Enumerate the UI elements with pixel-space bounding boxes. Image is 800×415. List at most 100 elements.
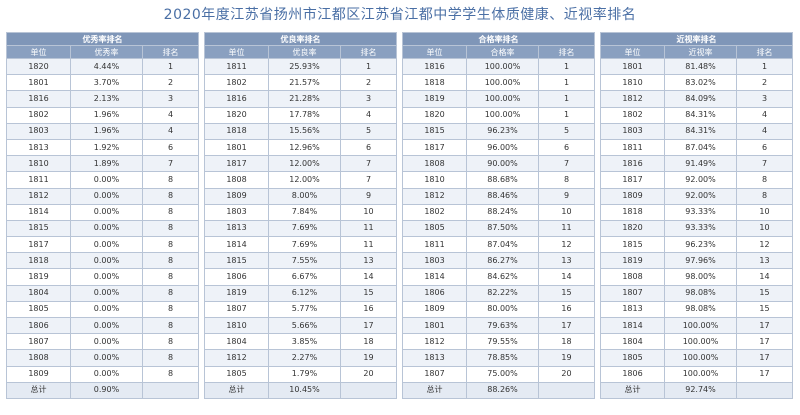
table-cell: 1818: [402, 74, 467, 92]
table-cell: 0.00%: [70, 236, 143, 254]
table-cell: 1812: [6, 187, 71, 205]
table-cell: 86.27%: [466, 252, 539, 270]
table-cell: 1806: [204, 268, 269, 286]
table-row: 1813 98.08% 15: [600, 300, 794, 319]
table-cell: 100.00%: [664, 349, 737, 367]
table-cell: 3: [735, 90, 794, 108]
table-cell: 1817: [600, 171, 665, 189]
table-cell: 1810: [204, 316, 269, 335]
table-row: 1807 98.08% 15: [600, 284, 794, 302]
table-cell: 0.00%: [70, 268, 143, 286]
table-cell: 1805: [402, 219, 467, 238]
table-row: 1804 0.00% 8: [6, 284, 200, 302]
table-row: 1813 78.85% 19: [402, 349, 596, 367]
table-cell: 96.23%: [466, 122, 539, 140]
table-cell: 96.23%: [664, 236, 737, 254]
table-cell: 8: [141, 349, 200, 367]
table-cell: 10: [537, 203, 596, 221]
column-header: 排名: [735, 45, 794, 59]
table-cell: 1814: [600, 316, 665, 335]
table-cell: 1814: [6, 203, 71, 221]
table-row: 1803 1.96% 4: [6, 122, 200, 140]
table-cell: 8: [141, 333, 200, 351]
table-cell: 4: [141, 106, 200, 124]
table-cell: 19: [339, 349, 398, 367]
total-cell: 总计: [402, 381, 467, 399]
table-cell: 1803: [6, 122, 71, 140]
table-cell: 100.00%: [466, 90, 539, 108]
table-cell: 0.00%: [70, 252, 143, 270]
table-cell: 100.00%: [664, 316, 737, 335]
table-row: 1816 21.28% 3: [204, 90, 398, 108]
table-cell: 7: [537, 155, 596, 173]
table-row: 1806 100.00% 17: [600, 365, 794, 383]
column-header: 近视率: [664, 45, 737, 59]
table-cell: 1806: [402, 284, 467, 302]
table-cell: 7: [339, 171, 398, 189]
table-cell: 16: [537, 300, 596, 319]
table-row: 1815 96.23% 12: [600, 236, 794, 254]
table-row: 1819 100.00% 1: [402, 90, 596, 108]
table-cell: 13: [735, 252, 794, 270]
table-cell: 93.33%: [664, 203, 737, 221]
table-cell: 1819: [402, 90, 467, 108]
table-cell: 1805: [600, 349, 665, 367]
table-cell: 1810: [600, 74, 665, 92]
table-cell: 4: [339, 106, 398, 124]
table-cell: 7.69%: [268, 219, 341, 238]
table-group-title: 优秀率排名: [5, 32, 200, 46]
table-cell: 1812: [600, 90, 665, 108]
total-cell: [537, 381, 596, 399]
table-cell: 1809: [402, 300, 467, 319]
table-cell: 12: [735, 236, 794, 254]
table-cell: 8: [735, 187, 794, 205]
table-cell: 1818: [6, 252, 71, 270]
table-cell: 17: [339, 316, 398, 335]
table-row: 1802 84.31% 4: [600, 106, 794, 124]
table-cell: 14: [735, 268, 794, 286]
table-cell: 1802: [204, 74, 269, 92]
table-cell: 4: [141, 122, 200, 140]
table-cell: 1815: [600, 236, 665, 254]
ranking-table: 优秀率排名 单位 优秀率 排名 1820 4.44% 1 1801 3.70% 2 1816 2.13…: [5, 32, 200, 399]
ranking-table: 近视率排名 单位 近视率 排名 1801 81.48% 1 1810 83.02% 2 1812 84…: [599, 32, 794, 399]
table-row: 1806 0.00% 8: [6, 316, 200, 335]
table-cell: 98.08%: [664, 300, 737, 319]
table-cell: 1802: [6, 106, 71, 124]
table-cell: 8: [735, 171, 794, 189]
table-cell: 1810: [402, 171, 467, 189]
table-cell: 1814: [402, 268, 467, 286]
ranking-table: 优良率排名 单位 优良率 排名 1811 25.93% 1 1802 21.57% 2 1816 21…: [203, 32, 398, 399]
page-title: 2020年度江苏省扬州市江都区江苏省江都中学学生体质健康、近视率排名: [163, 7, 637, 23]
table-row: 1811 0.00% 8: [6, 171, 200, 189]
total-cell: [141, 381, 200, 399]
table-row: 1811 87.04% 6: [600, 138, 794, 157]
table-cell: 2: [735, 74, 794, 92]
table-cell: 1818: [204, 122, 269, 140]
table-cell: 1808: [6, 349, 71, 367]
table-row: 1803 86.27% 13: [402, 252, 596, 270]
table-cell: 0.00%: [70, 333, 143, 351]
table-cell: 1811: [600, 138, 665, 157]
table-cell: 1814: [204, 236, 269, 254]
table-cell: 79.63%: [466, 316, 539, 335]
table-row: 1810 88.68% 8: [402, 171, 596, 189]
total-cell: [735, 381, 794, 399]
table-cell: 1820: [6, 57, 71, 76]
table-cell: 1803: [204, 203, 269, 221]
table-cell: 98.00%: [664, 268, 737, 286]
ranking-table: 合格率排名 单位 合格率 排名 1816 100.00% 1 1818 100.00% 1 1819…: [401, 32, 596, 399]
table-cell: 6: [735, 138, 794, 157]
table-cell: 1817: [204, 155, 269, 173]
table-cell: 1808: [600, 268, 665, 286]
table-cell: 8: [141, 365, 200, 383]
table-cell: 8: [141, 252, 200, 270]
table-row: 1819 97.96% 13: [600, 252, 794, 270]
table-cell: 20: [339, 365, 398, 383]
table-cell: 1801: [402, 316, 467, 335]
table-group-title: 合格率排名: [401, 32, 596, 46]
table-cell: 1802: [402, 203, 467, 221]
total-cell: 88.26%: [466, 381, 539, 399]
table-cell: 1.96%: [70, 122, 143, 140]
table-cell: 1809: [600, 187, 665, 205]
